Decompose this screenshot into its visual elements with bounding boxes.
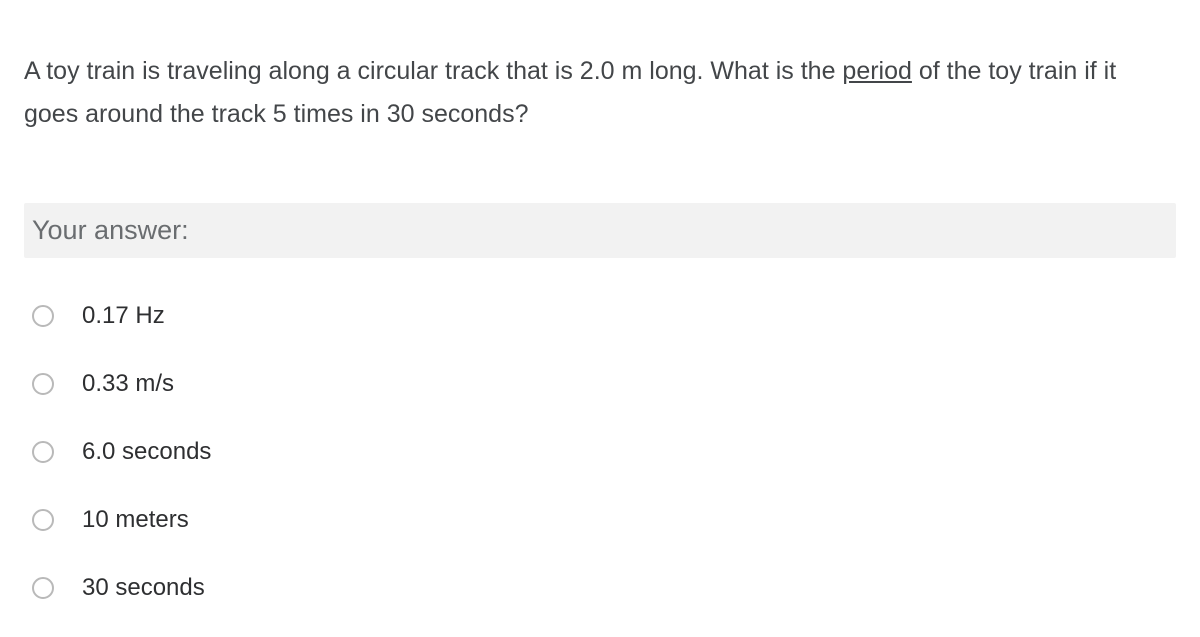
radio-icon[interactable] xyxy=(32,373,54,395)
option-label: 0.17 Hz xyxy=(82,302,165,330)
question-text: A toy train is traveling along a circula… xyxy=(24,50,1176,135)
option-label: 10 meters xyxy=(82,506,189,534)
option-label: 6.0 seconds xyxy=(82,438,211,466)
your-answer-heading: Your answer: xyxy=(24,203,1176,258)
option-row[interactable]: 0.17 Hz xyxy=(32,302,1176,330)
question-underlined-word: period xyxy=(842,57,912,85)
radio-icon[interactable] xyxy=(32,305,54,327)
options-list: 0.17 Hz 0.33 m/s 6.0 seconds 10 meters 3… xyxy=(24,302,1176,602)
question-text-before: A toy train is traveling along a circula… xyxy=(24,57,842,85)
option-row[interactable]: 10 meters xyxy=(32,506,1176,534)
option-row[interactable]: 6.0 seconds xyxy=(32,438,1176,466)
option-label: 30 seconds xyxy=(82,574,205,602)
radio-icon[interactable] xyxy=(32,441,54,463)
radio-icon[interactable] xyxy=(32,509,54,531)
question-container: A toy train is traveling along a circula… xyxy=(0,0,1200,602)
option-row[interactable]: 30 seconds xyxy=(32,574,1176,602)
radio-icon[interactable] xyxy=(32,577,54,599)
option-row[interactable]: 0.33 m/s xyxy=(32,370,1176,398)
option-label: 0.33 m/s xyxy=(82,370,174,398)
